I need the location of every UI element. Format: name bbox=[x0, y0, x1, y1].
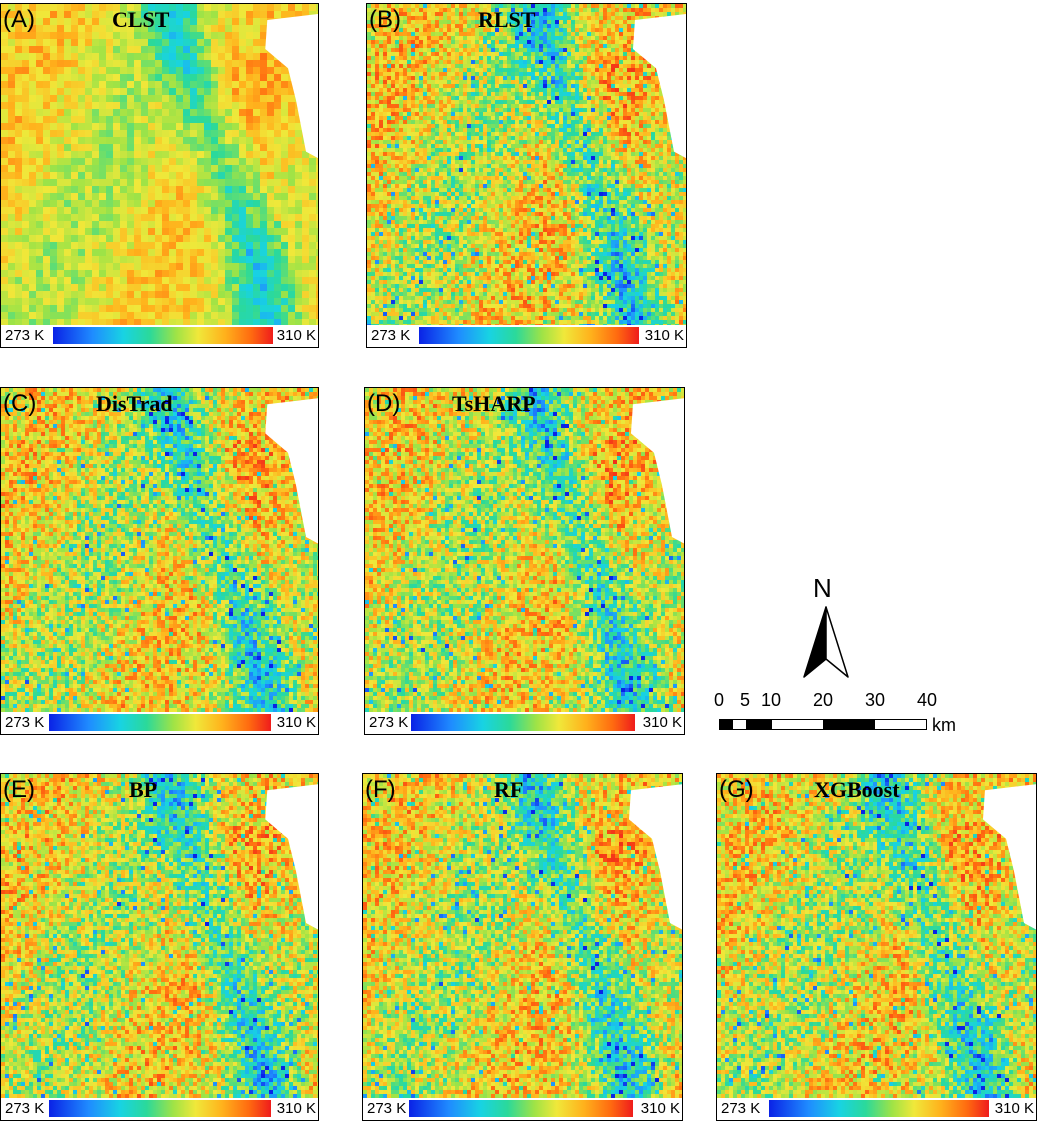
map-image bbox=[365, 388, 684, 712]
legend-min-label: 273 K bbox=[367, 1101, 406, 1117]
no-data-lake bbox=[265, 14, 318, 159]
scale-tick-label: 0 bbox=[714, 690, 724, 710]
legend-min-label: 273 K bbox=[5, 1101, 44, 1117]
colorbar bbox=[411, 714, 635, 731]
map-panel-f: (F) RF 273 K 310 K bbox=[362, 773, 683, 1121]
panel-letter: (D) bbox=[367, 392, 400, 416]
colorbar bbox=[419, 327, 639, 344]
panel-letter: (A) bbox=[3, 8, 35, 32]
panel-title: RLST bbox=[478, 8, 535, 32]
legend-min-label: 273 K bbox=[5, 328, 44, 344]
north-label: N bbox=[813, 574, 832, 602]
panel-title: BP bbox=[129, 778, 157, 802]
scale-segment bbox=[874, 720, 926, 729]
no-data-lake bbox=[982, 784, 1036, 930]
legend-max-label: 310 K bbox=[995, 1101, 1034, 1117]
panel-letter: (G) bbox=[719, 778, 754, 802]
map-image bbox=[363, 774, 682, 1098]
scale-bar-segments bbox=[719, 719, 927, 730]
legend-max-label: 310 K bbox=[277, 715, 316, 731]
map-image bbox=[367, 4, 686, 325]
legend-max-label: 310 K bbox=[277, 1101, 316, 1117]
scale-tick-label: 20 bbox=[813, 690, 833, 710]
legend-max-label: 310 K bbox=[277, 328, 316, 344]
no-data-lake bbox=[632, 14, 686, 159]
legend-min-label: 273 K bbox=[5, 715, 44, 731]
panel-title: RF bbox=[494, 778, 523, 802]
map-image bbox=[717, 774, 1036, 1098]
colorbar-legend: 273 K 310 K bbox=[1, 1098, 318, 1120]
map-image bbox=[1, 4, 318, 325]
scale-segment bbox=[745, 720, 772, 729]
panel-letter: (F) bbox=[365, 778, 396, 802]
map-panel-d: (D) TsHARP 273 K 310 K bbox=[364, 387, 685, 735]
colorbar-legend: 273 K 310 K bbox=[1, 712, 318, 734]
panel-title: CLST bbox=[112, 8, 169, 32]
legend-max-label: 310 K bbox=[641, 1101, 680, 1117]
north-arrow-icon bbox=[803, 606, 849, 678]
scale-tick-label: 40 bbox=[917, 690, 937, 710]
colorbar bbox=[53, 327, 273, 344]
colorbar-legend: 273 K 310 K bbox=[367, 325, 686, 347]
scale-tick-label: 30 bbox=[865, 690, 885, 710]
legend-min-label: 273 K bbox=[721, 1101, 760, 1117]
map-panel-g: (G) XGBoost 273 K 310 K bbox=[716, 773, 1037, 1121]
map-panel-b: (B) RLST 273 K 310 K bbox=[366, 3, 687, 348]
colorbar-legend: 273 K 310 K bbox=[1, 325, 318, 347]
panel-letter: (E) bbox=[3, 778, 35, 802]
no-data-lake bbox=[628, 784, 682, 930]
panel-title: DisTrad bbox=[96, 392, 173, 416]
panel-title: XGBoost bbox=[814, 778, 900, 802]
colorbar bbox=[49, 1100, 271, 1117]
map-image bbox=[1, 388, 318, 712]
colorbar-legend: 273 K 310 K bbox=[717, 1098, 1036, 1120]
scale-tick-label: 5 bbox=[740, 690, 750, 710]
panel-title: TsHARP bbox=[452, 392, 536, 416]
legend-max-label: 310 K bbox=[645, 328, 684, 344]
no-data-lake bbox=[265, 784, 318, 930]
no-data-lake bbox=[265, 398, 318, 544]
legend-min-label: 273 K bbox=[369, 715, 408, 731]
colorbar bbox=[769, 1100, 989, 1117]
no-data-lake bbox=[630, 398, 684, 544]
map-panel-c: (C) DisTrad 273 K 310 K bbox=[0, 387, 319, 735]
map-panel-e: (E) BP 273 K 310 K bbox=[0, 773, 319, 1121]
panel-letter: (B) bbox=[369, 8, 401, 32]
scale-bar: 0 5 10 20 30 40 km bbox=[714, 688, 964, 738]
colorbar-legend: 273 K 310 K bbox=[363, 1098, 682, 1120]
scale-unit: km bbox=[932, 715, 956, 735]
colorbar bbox=[49, 714, 271, 731]
panel-letter: (C) bbox=[3, 392, 36, 416]
scale-segment bbox=[823, 720, 875, 729]
colorbar bbox=[409, 1100, 633, 1117]
map-panel-a: (A) CLST 273 K 310 K bbox=[0, 3, 319, 348]
map-image bbox=[1, 774, 318, 1098]
legend-max-label: 310 K bbox=[643, 715, 682, 731]
scale-tick-label: 10 bbox=[761, 690, 781, 710]
colorbar-legend: 273 K 310 K bbox=[365, 712, 684, 734]
scale-segment bbox=[720, 720, 733, 729]
scale-segment bbox=[732, 720, 746, 729]
legend-min-label: 273 K bbox=[371, 328, 410, 344]
scale-segment bbox=[771, 720, 823, 729]
